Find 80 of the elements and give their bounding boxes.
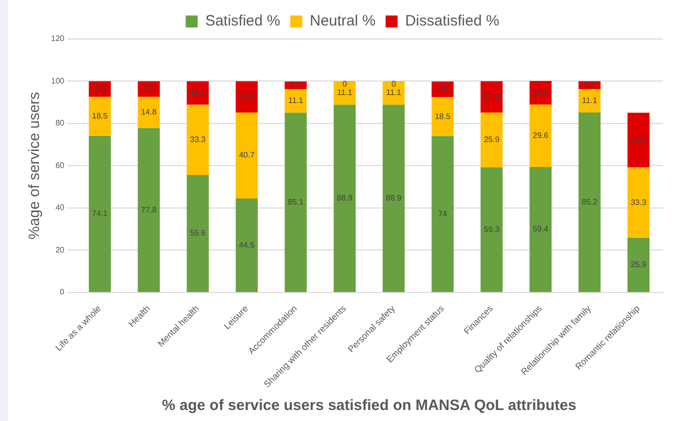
data-label: 0 xyxy=(391,79,396,88)
bar xyxy=(236,112,258,198)
data-label: 59.3 xyxy=(484,224,500,234)
y-tick-label: 0 xyxy=(60,288,65,297)
data-label: 7.4 xyxy=(143,84,155,94)
bar xyxy=(186,81,209,105)
bar xyxy=(138,128,160,292)
bar xyxy=(530,167,552,292)
legend-label: Satisfied % xyxy=(205,12,280,30)
data-label: 25.9 xyxy=(484,135,500,144)
data-label: 44.5 xyxy=(238,240,256,250)
bar xyxy=(627,112,650,168)
data-label: 18.5 xyxy=(92,112,108,121)
y-tick-label: 120 xyxy=(50,34,65,44)
bar xyxy=(334,104,356,292)
data-label: 88.9 xyxy=(336,194,354,203)
data-label: 3.7 xyxy=(290,80,302,90)
data-label: 40.7 xyxy=(238,150,256,160)
data-label: 74.1 xyxy=(92,209,108,218)
bar xyxy=(284,89,307,113)
data-label: 11.1 xyxy=(582,96,598,105)
bar xyxy=(578,89,601,113)
data-label: 25.9 xyxy=(630,260,647,270)
data-label: 7.4 xyxy=(94,84,106,94)
bar xyxy=(186,104,209,176)
data-label: 77.8 xyxy=(141,205,158,214)
data-label: 33.3 xyxy=(190,135,206,144)
bar xyxy=(480,167,503,292)
bar xyxy=(530,81,552,104)
data-label: 11.1 xyxy=(533,88,549,97)
data-label: 25.9 xyxy=(630,135,647,144)
y-axis-title: %age of service users xyxy=(26,92,44,240)
data-label: 0 xyxy=(342,79,348,88)
y-tick-label: 60 xyxy=(55,160,65,170)
data-label: 11.1 xyxy=(386,88,402,98)
bar xyxy=(432,136,454,292)
data-label: 18.5 xyxy=(434,112,451,121)
bar xyxy=(432,81,454,98)
y-tick-label: 100 xyxy=(50,76,65,86)
bar xyxy=(88,96,111,136)
data-label: 74 xyxy=(438,209,448,218)
data-label: 55.6 xyxy=(190,228,206,238)
bar xyxy=(334,81,356,105)
bar xyxy=(530,104,552,168)
bar xyxy=(627,167,650,238)
bar xyxy=(578,112,601,292)
data-label: 14.8 xyxy=(484,92,500,102)
bar xyxy=(432,97,454,136)
data-label: 85.2 xyxy=(582,197,598,206)
data-label: 14.8 xyxy=(238,92,256,102)
y-tick-label: 80 xyxy=(55,118,65,128)
data-label: 3.7 xyxy=(584,80,596,90)
y-tick-label: 20 xyxy=(55,245,65,254)
data-label: 85.1 xyxy=(288,198,304,207)
bar xyxy=(382,104,405,292)
bar xyxy=(480,112,503,168)
data-label: 88.9 xyxy=(386,194,402,203)
data-label: 33.3 xyxy=(630,198,647,207)
data-label: 59.4 xyxy=(532,224,549,234)
bar xyxy=(627,238,650,292)
y-tick-label: 40 xyxy=(55,203,65,212)
data-label: 11.1 xyxy=(190,88,206,98)
legend-label: Dissatisfied % xyxy=(405,12,500,30)
bar xyxy=(382,81,405,105)
bar xyxy=(236,198,258,292)
bar xyxy=(88,81,111,97)
bar xyxy=(138,81,160,97)
data-label: 11.1 xyxy=(288,96,304,106)
bar xyxy=(236,81,258,113)
bar xyxy=(480,81,503,113)
data-label: 11.1 xyxy=(337,88,353,98)
data-label: 29.6 xyxy=(532,130,549,140)
bar xyxy=(88,136,111,292)
x-axis-title: % age of service users satisfied on MANSA QoL attributes xyxy=(162,397,576,414)
bar xyxy=(186,175,209,292)
data-label: 7.4 xyxy=(437,84,449,94)
bar xyxy=(284,112,307,292)
legend-label: Neutral % xyxy=(310,12,376,30)
data-label: 14.8 xyxy=(141,108,158,117)
bar xyxy=(138,96,160,128)
